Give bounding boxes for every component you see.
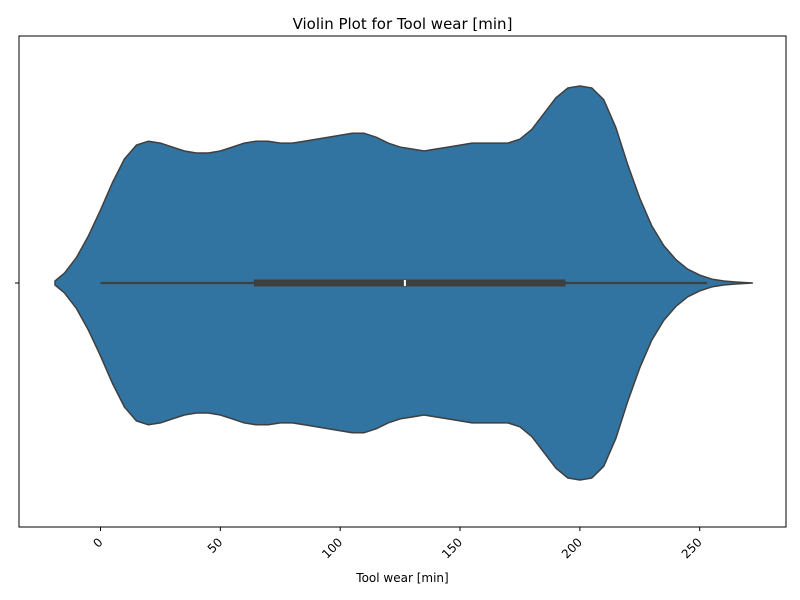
violin-median-marker: [403, 280, 406, 286]
plot-area: [54, 85, 754, 481]
x-tick-label: 250: [679, 535, 705, 561]
x-tick-label: 50: [205, 535, 226, 556]
violin-iqr-box: [253, 279, 566, 287]
x-axis-label: Tool wear [min]: [355, 571, 448, 585]
chart-title: Violin Plot for Tool wear [min]: [293, 15, 513, 33]
plot-frame: [18, 35, 787, 528]
x-tick-label: 100: [319, 535, 345, 561]
x-tick-label: 200: [559, 535, 585, 561]
x-axis: 0 50 100 150 200 250: [90, 527, 705, 561]
x-tick-label: 150: [439, 535, 465, 561]
x-tick-label: 0: [90, 535, 105, 550]
